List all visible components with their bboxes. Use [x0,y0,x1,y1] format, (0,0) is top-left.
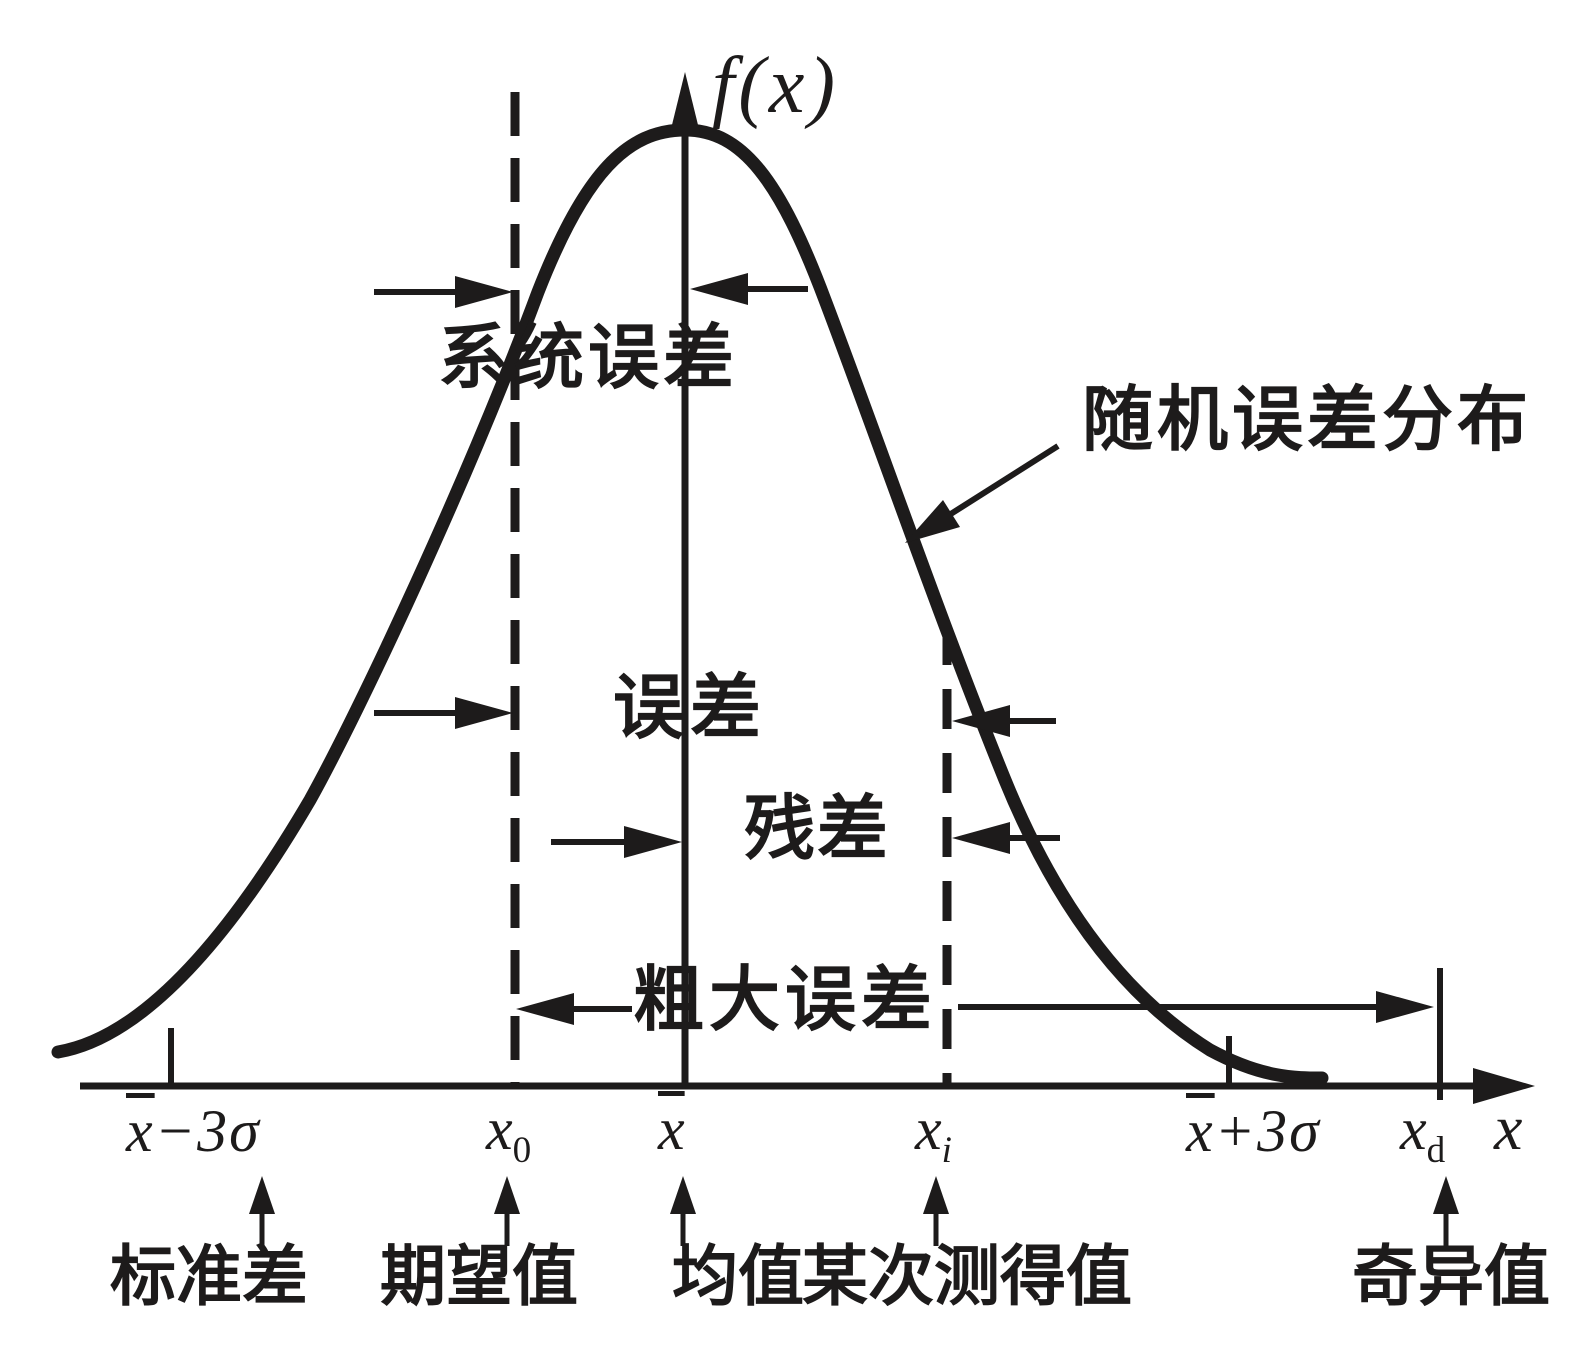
measured-value-up-arrow [923,1176,949,1246]
residual-arrow-right [952,822,1060,854]
tick-label-x0: x0 [486,1096,532,1171]
outlier-up-arrow [1433,1176,1459,1246]
gross-error-label: 粗大误差 [633,962,938,1040]
tick-label-xbar-plus-3sigma: x+3σ [1186,1098,1321,1164]
tick-label-xi: xi [915,1096,952,1171]
random-error-distribution-label: 随机误差分布 [1082,382,1533,460]
gross-error-arrow-right [958,991,1434,1023]
std-dev-label: 标准差 [110,1239,308,1313]
tick-label-xbar-minus-3sigma: x−3σ [126,1098,261,1164]
y-axis [670,72,700,1086]
mean-label: 均值 [672,1239,804,1313]
gross-error-arrow-left [516,993,632,1025]
y-axis-label: f(x) [712,42,840,130]
error-arrow-left [374,697,513,729]
tick-label-xd: xd [1400,1096,1446,1171]
mean-up-arrow [670,1176,696,1246]
error-arrow-right [952,705,1056,737]
outlier-label: 奇异值 [1352,1239,1550,1313]
residual-label: 残差 [744,791,891,869]
bell-curve [51,123,1329,1085]
y-axis-arrowhead [670,72,700,133]
systematic-error-label: 系统误差 [438,320,739,398]
error-label: 误差 [613,670,768,748]
measured-value-label: 某次测得值 [802,1239,1132,1313]
systematic-error-arrow-left [374,276,513,308]
curve-annotation-leader-arrow [905,443,1060,543]
x-axis-label: x [1494,1092,1523,1163]
expected-value-label: 期望值 [380,1239,578,1313]
systematic-error-arrow-right [690,273,808,305]
std-dev-up-arrow [249,1176,275,1246]
x-axis-arrowhead [1473,1068,1535,1104]
expected-value-up-arrow [494,1176,520,1246]
residual-arrow-left [551,826,682,858]
tick-label-xbar: x [658,1096,685,1162]
x-axis [80,1068,1535,1104]
